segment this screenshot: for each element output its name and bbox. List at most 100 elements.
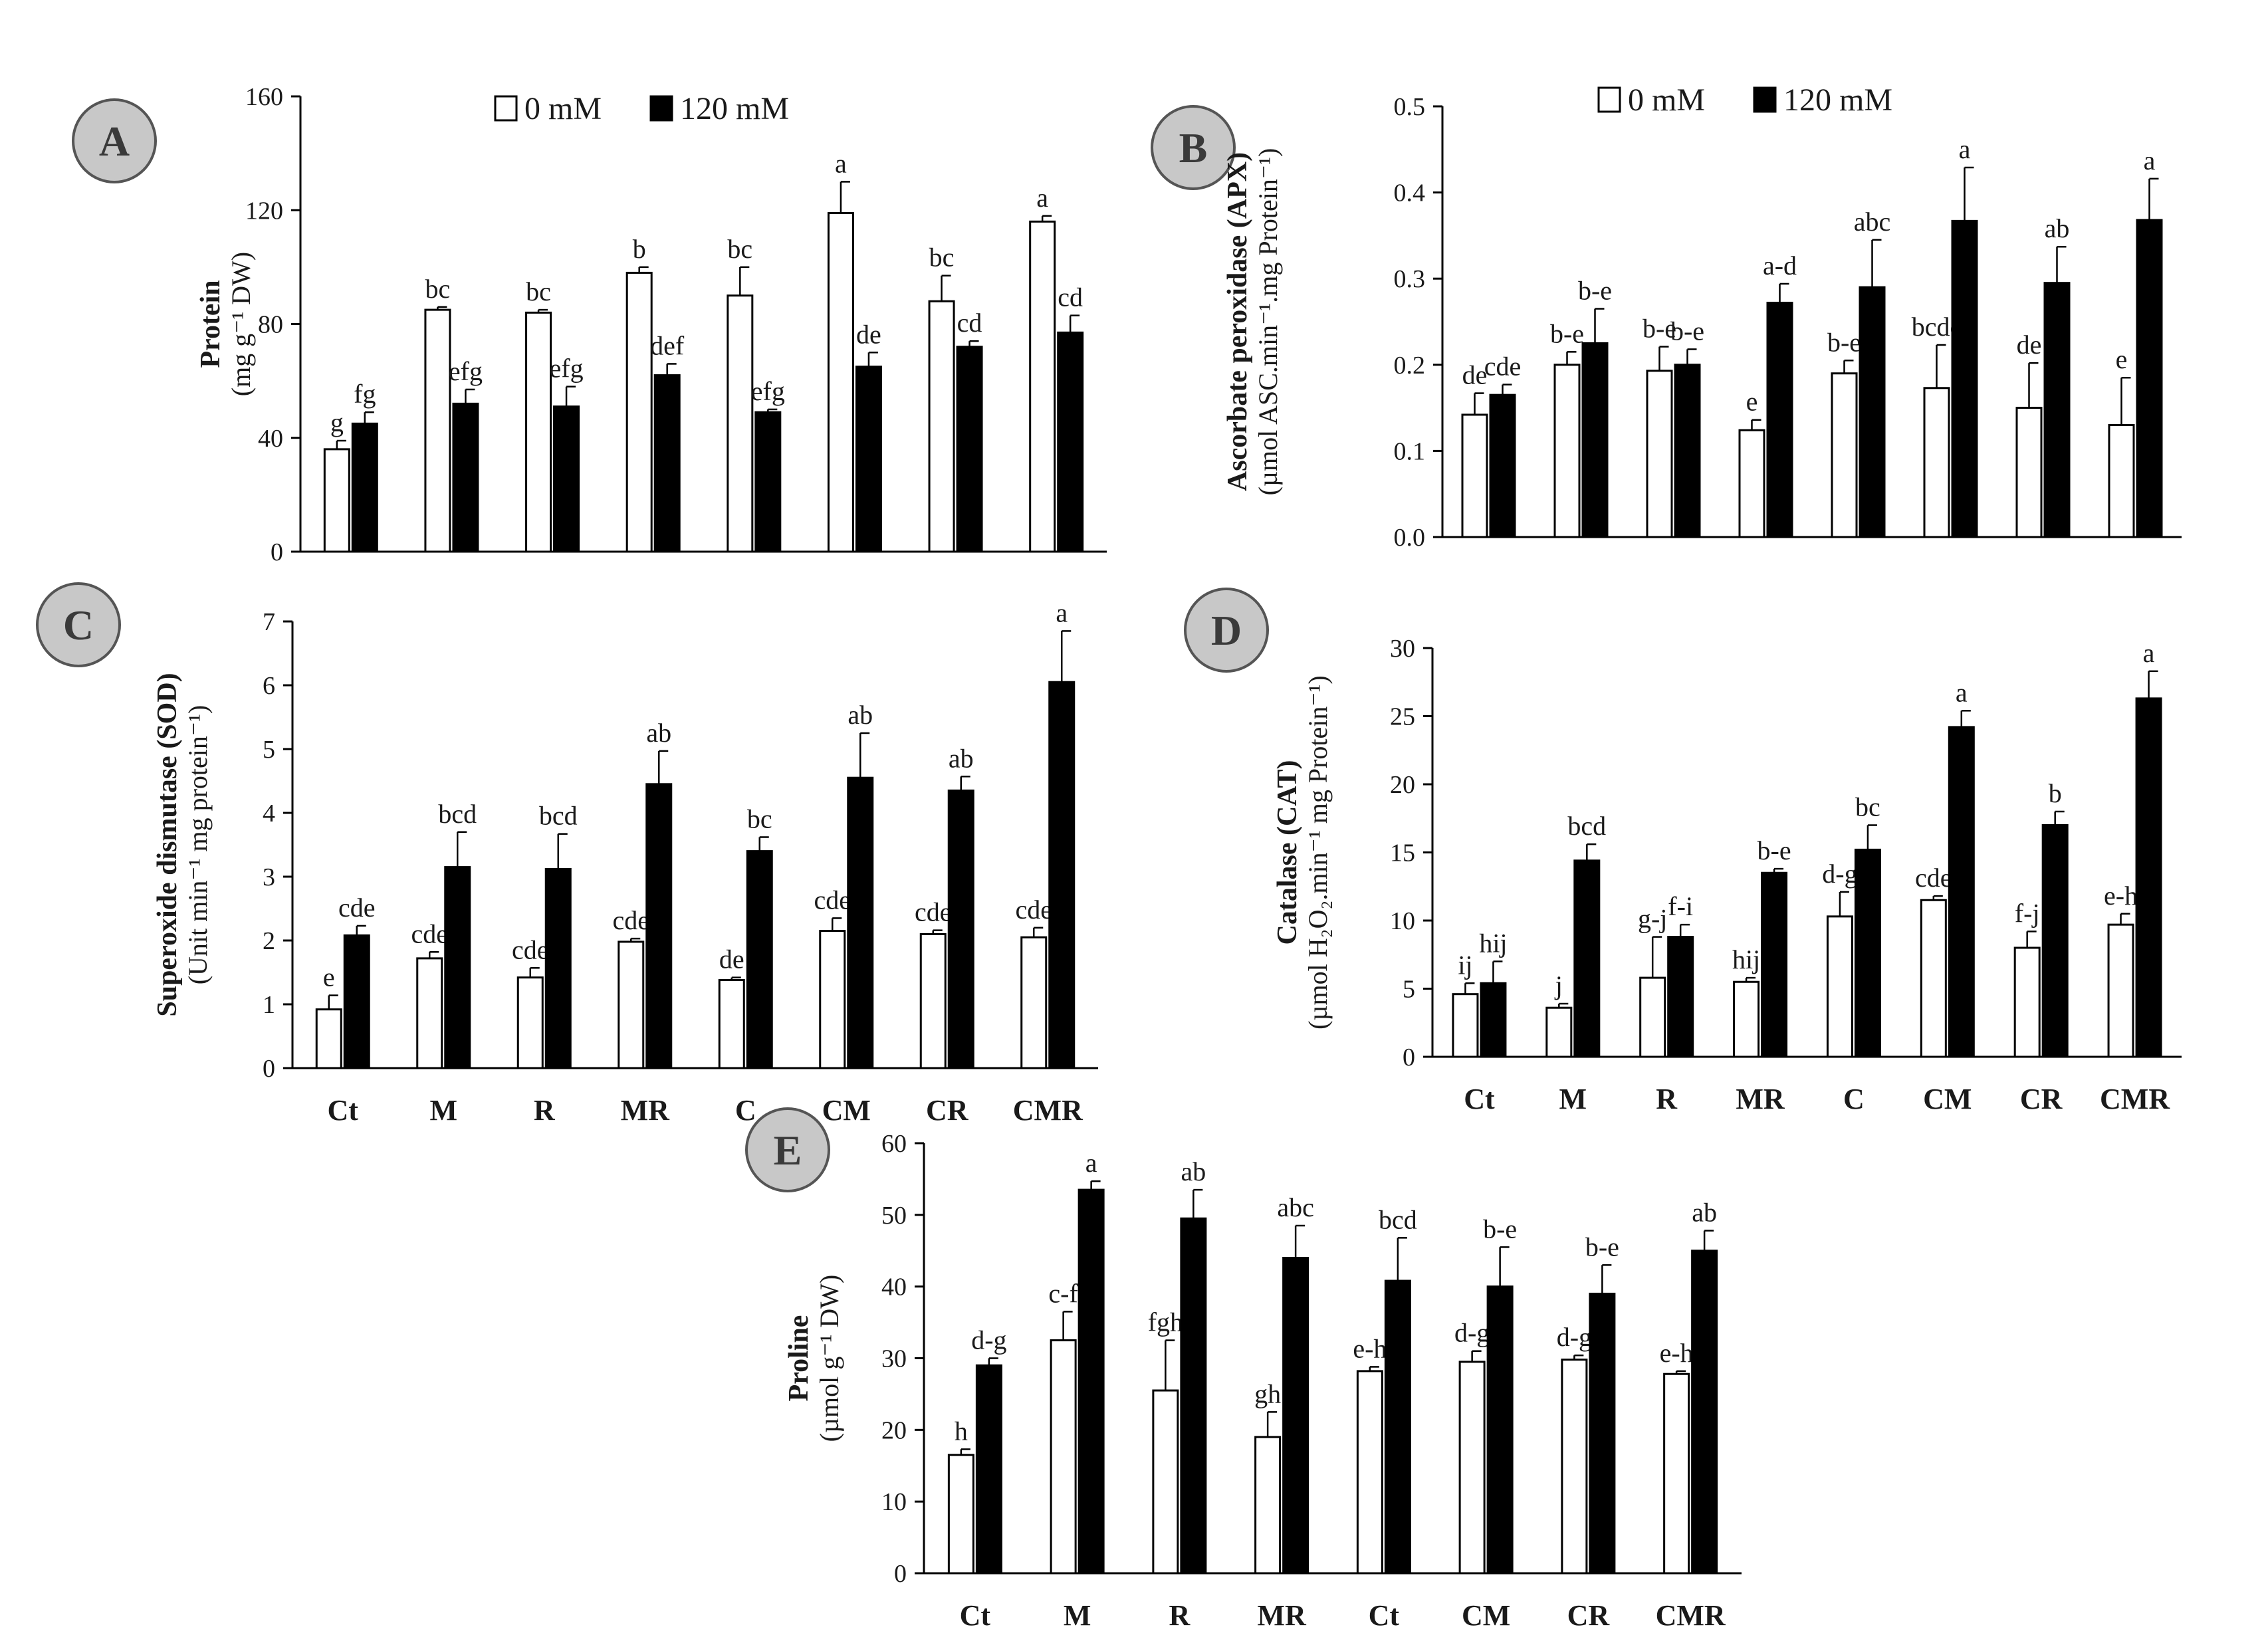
y-axis-unit: (µmol H₂O₂.min⁻¹ mg Protein⁻¹)	[1303, 675, 1333, 1030]
bar-0mm	[618, 940, 645, 1069]
x-category-label: CMR	[1013, 1094, 1083, 1127]
panel-badge-circle	[745, 1107, 830, 1192]
bar-group-c: de bc C	[718, 804, 773, 1127]
significance-label: bc	[747, 804, 772, 833]
significance-label: hij	[1479, 929, 1507, 958]
bar-0mm	[1029, 220, 1056, 553]
y-tick-label: 0.4	[1394, 179, 1426, 207]
significance-label: f-j	[2015, 898, 2040, 928]
panel-badge-circle	[72, 98, 157, 183]
panel-badge-letter: C	[63, 602, 94, 649]
bar-0mm	[1458, 1361, 1486, 1575]
bar-0mm	[1826, 915, 1853, 1058]
bar-0mm	[1553, 364, 1581, 538]
y-tick-label: 0.0	[1394, 524, 1426, 552]
x-category-label: Ct	[1369, 1599, 1400, 1632]
significance-label: ab	[949, 743, 974, 773]
bar-0mm	[1545, 1006, 1573, 1058]
significance-label: a	[835, 148, 847, 178]
bar-group-cr: de ab	[2015, 213, 2071, 538]
bar-120mm	[343, 934, 370, 1069]
bar-120mm	[975, 1364, 1002, 1575]
significance-label: b-e	[1643, 314, 1676, 344]
y-tick-label: 80	[258, 311, 283, 339]
significance-label: def	[650, 330, 685, 360]
panel-badge-circle	[1184, 588, 1269, 673]
significance-label: abc	[1854, 207, 1891, 237]
y-tick-label: 40	[258, 425, 283, 453]
bar-0mm	[1733, 980, 1760, 1058]
significance-label: b-e	[1578, 276, 1612, 306]
significance-label: cd	[957, 308, 982, 338]
bar-120mm	[1077, 1188, 1105, 1575]
x-category-label: MR	[1736, 1083, 1785, 1115]
significance-label: bcd	[539, 801, 578, 831]
significance-label: ab	[1692, 1198, 1717, 1228]
legend-swatch-0mm	[494, 95, 518, 122]
bar-0mm	[625, 271, 653, 553]
panel-badge-letter: E	[774, 1127, 802, 1174]
y-tick-label: 0	[271, 538, 283, 566]
bar-120mm	[1180, 1217, 1207, 1575]
bar-group-mr: gh abc MR	[1254, 1192, 1314, 1632]
significance-label: e	[323, 962, 335, 992]
y-tick-label: 20	[1390, 771, 1415, 799]
x-category-label: CM	[1462, 1599, 1510, 1632]
bar-group-r: cde bcd R	[512, 801, 578, 1127]
bar-0mm	[1646, 370, 1673, 538]
y-tick-label: 3	[263, 863, 275, 891]
bar-group-ct: e-h bcd Ct	[1353, 1204, 1417, 1632]
bar-0mm	[1561, 1359, 1588, 1575]
bar-0mm	[1831, 372, 1858, 538]
bar-120mm	[1667, 936, 1694, 1058]
bar-120mm	[2043, 282, 2071, 538]
y-axis-title: Protein	[195, 280, 226, 368]
bar-group-ct: gfg	[323, 379, 378, 553]
significance-label: b-e	[1585, 1232, 1619, 1262]
bar-group-c: b-e abc	[1827, 207, 1891, 538]
significance-label: a	[1959, 134, 1971, 164]
bar-group-m: cde bcd M	[411, 799, 477, 1127]
significance-label: efg	[449, 356, 483, 386]
y-tick-label: 0	[894, 1560, 907, 1588]
significance-label: cde	[915, 897, 952, 927]
y-axis-title: Superoxide dismutase (SOD)	[152, 673, 183, 1016]
bar-group-m: j bcd M	[1545, 811, 1606, 1115]
bar-120mm	[1951, 219, 1978, 538]
y-tick-label: 0.1	[1394, 437, 1426, 465]
bar-120mm	[351, 422, 378, 553]
y-tick-label: 10	[1390, 907, 1415, 935]
significance-label: de	[2017, 330, 2042, 360]
bar-0mm	[827, 212, 854, 553]
panel-badge-letter: D	[1211, 607, 1242, 654]
bar-120mm	[1674, 364, 1701, 538]
bar-group-r: g-j f-i R	[1638, 891, 1694, 1115]
significance-label: b	[2049, 778, 2062, 808]
bar-group-cmr: e-h a CMR	[2100, 638, 2170, 1115]
bar-0mm	[424, 308, 451, 553]
significance-label: ij	[1458, 950, 1472, 980]
bar-120mm	[452, 402, 479, 553]
bar-120mm	[956, 346, 983, 553]
bar-group-mr: cde ab MR	[612, 718, 673, 1127]
y-axis-unit: (µmol g⁻¹ DW)	[814, 1275, 844, 1442]
significance-label: cde	[338, 893, 376, 923]
x-category-label: M	[1064, 1599, 1091, 1632]
bar-group-r: b-eb-e	[1643, 314, 1704, 538]
legend-label-0mm: 0 mM	[1628, 82, 1705, 118]
significance-label: g-j	[1638, 904, 1667, 934]
bar-0mm	[1020, 936, 1048, 1069]
significance-label: ab	[1181, 1156, 1206, 1186]
bar-0mm	[819, 930, 846, 1069]
bar-120mm	[2136, 219, 2163, 538]
y-tick-label: 160	[245, 83, 283, 111]
x-category-label: MR	[1257, 1599, 1307, 1632]
x-category-label: CR	[926, 1094, 969, 1127]
bar-group-mr: e a-d	[1738, 251, 1797, 538]
significance-label: de	[1462, 360, 1488, 390]
significance-label: a-d	[1763, 251, 1797, 280]
bar-120mm	[1489, 393, 1516, 538]
